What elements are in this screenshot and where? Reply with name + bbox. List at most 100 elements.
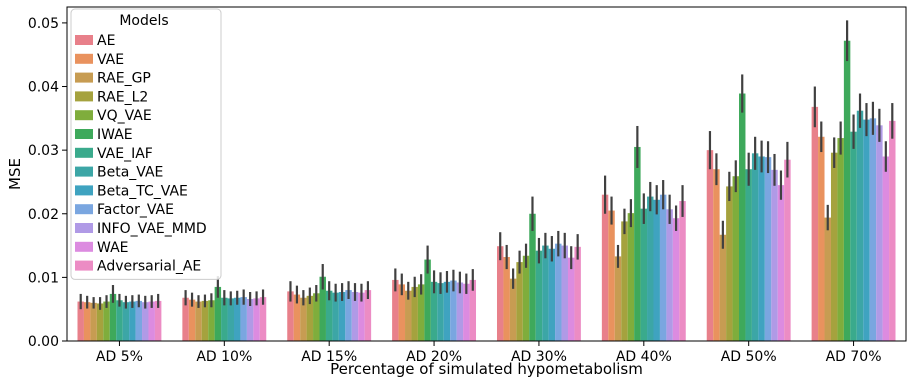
- bar-VAE_IAF-1: [221, 297, 228, 341]
- bar-VAE_IAF-0: [116, 300, 123, 341]
- bar-VQ_VAE-4: [522, 255, 530, 341]
- bar-WAE-5: [672, 218, 680, 341]
- x-tick-label: AD 50%: [721, 349, 777, 365]
- bar-Factor_VAE-4: [555, 243, 562, 341]
- bar-VQ_VAE-6: [732, 176, 739, 341]
- bar-Adversarial_AE-5: [679, 201, 686, 341]
- bar-Adversarial_AE-4: [574, 246, 581, 341]
- legend-label-Beta_TC_VAE: Beta_TC_VAE: [97, 183, 188, 199]
- bar-Adversarial_AE-1: [259, 297, 267, 341]
- bar-INFO_VAE_MMD-2: [351, 292, 359, 341]
- bar-RAE_L2-5: [621, 221, 628, 341]
- bar-Beta_TC_VAE-0: [129, 301, 136, 341]
- bar-Beta_VAE-2: [332, 292, 339, 341]
- bar-INFO_VAE_MMD-7: [876, 125, 883, 341]
- legend-label-VAE: VAE: [97, 52, 124, 68]
- bar-INFO_VAE_MMD-1: [246, 299, 254, 341]
- bar-VAE_IAF-4: [535, 250, 543, 341]
- bar-VAE-2: [293, 294, 301, 341]
- y-tick-label: 0.01: [28, 270, 59, 286]
- bar-VQ_VAE-3: [417, 284, 425, 341]
- bar-RAE_L2-2: [306, 295, 314, 341]
- bar-INFO_VAE_MMD-3: [456, 282, 464, 341]
- legend-swatch-Beta_TC_VAE: [75, 185, 93, 196]
- y-tick-label: 0.00: [28, 334, 59, 350]
- error-bars-layer: [79, 20, 894, 310]
- y-axis: 0.00 0.01 0.02 0.03 0.04 0.05: [28, 16, 67, 350]
- legend-swatch-RAE_GP: [75, 72, 93, 83]
- bar-VAE-6: [713, 169, 720, 341]
- y-tick-label: 0.04: [28, 80, 59, 96]
- bar-WAE-7: [882, 156, 890, 341]
- bar-VQ_VAE-7: [837, 138, 844, 341]
- bar-AE-7: [811, 106, 819, 341]
- legend-swatch-Adversarial_AE: [75, 260, 93, 271]
- bar-VAE-7: [818, 136, 825, 341]
- bar-Factor_VAE-1: [240, 297, 247, 341]
- legend-label-Adversarial_AE: Adversarial_AE: [97, 259, 201, 275]
- bar-AE-6: [706, 150, 714, 341]
- bar-VQ_VAE-1: [208, 300, 215, 341]
- legend-label-AE: AE: [97, 33, 115, 49]
- bar-WAE-6: [777, 185, 785, 341]
- x-tick-label: AD 5%: [96, 349, 143, 365]
- legend-label-VQ_VAE: VQ_VAE: [97, 108, 152, 124]
- bar-WAE-4: [567, 257, 575, 341]
- bar-IWAE-3: [424, 259, 431, 341]
- bar-Beta_VAE-1: [227, 298, 234, 341]
- bar-VAE-4: [503, 257, 510, 341]
- legend-label-VAE_IAF: VAE_IAF: [97, 146, 153, 162]
- legend-swatch-VAE: [75, 53, 93, 64]
- bar-RAE_L2-0: [96, 303, 104, 341]
- bar-INFO_VAE_MMD-6: [771, 169, 778, 341]
- bar-Beta_TC_VAE-7: [863, 119, 870, 341]
- bar-WAE-3: [463, 283, 470, 341]
- bars-layer: [77, 40, 896, 342]
- bar-VQ_VAE-0: [103, 301, 110, 341]
- bar-RAE_GP-6: [719, 234, 727, 341]
- bar-IWAE-1: [214, 286, 222, 341]
- legend-swatch-RAE_L2: [75, 91, 93, 102]
- bar-RAE_GP-2: [300, 297, 307, 341]
- bar-Adversarial_AE-2: [364, 290, 372, 341]
- x-tick-label: AD 15%: [301, 349, 357, 365]
- legend-swatch-INFO_VAE_MMD: [75, 223, 93, 233]
- y-tick-label: 0.03: [28, 143, 59, 159]
- bar-VAE-0: [83, 302, 91, 341]
- bar-Factor_VAE-2: [345, 290, 352, 341]
- legend-label-Beta_VAE: Beta_VAE: [97, 165, 163, 181]
- bar-VAE-5: [608, 210, 615, 341]
- bar-INFO_VAE_MMD-0: [142, 302, 149, 341]
- bar-Adversarial_AE-0: [154, 300, 162, 341]
- bar-IWAE-2: [319, 276, 326, 341]
- bar-IWAE-6: [739, 93, 746, 342]
- legend-swatch-AE: [75, 35, 93, 45]
- bar-Beta_VAE-7: [856, 110, 864, 341]
- legend-swatch-WAE: [75, 241, 93, 252]
- bar-VAE_IAF-7: [850, 131, 857, 341]
- x-axis-label: Percentage of simulated hypometabolism: [330, 360, 643, 377]
- bar-WAE-1: [253, 298, 260, 341]
- bar-Adversarial_AE-7: [889, 120, 896, 341]
- legend-swatch-Beta_VAE: [75, 166, 93, 177]
- bar-IWAE-0: [109, 293, 117, 341]
- y-tick-label: 0.02: [28, 207, 59, 223]
- bar-RAE_L2-7: [830, 152, 838, 341]
- bar-Adversarial_AE-6: [784, 159, 791, 341]
- bar-Beta_TC_VAE-2: [338, 292, 346, 341]
- legend-label-Factor_VAE: Factor_VAE: [97, 202, 174, 218]
- bar-AE-4: [496, 246, 504, 341]
- bar-RAE_GP-1: [195, 301, 202, 341]
- bar-INFO_VAE_MMD-5: [666, 209, 673, 341]
- bar-RAE_L2-1: [201, 300, 209, 341]
- bar-AE-2: [287, 291, 294, 341]
- bar-Beta_TC_VAE-1: [233, 297, 241, 341]
- legend-swatch-Factor_VAE: [75, 204, 93, 215]
- legend-swatch-IWAE: [75, 129, 93, 139]
- y-axis-label: MSE: [6, 158, 24, 190]
- bar-IWAE-5: [634, 146, 641, 341]
- bar-INFO_VAE_MMD-4: [561, 245, 568, 341]
- bar-RAE_GP-0: [90, 302, 97, 341]
